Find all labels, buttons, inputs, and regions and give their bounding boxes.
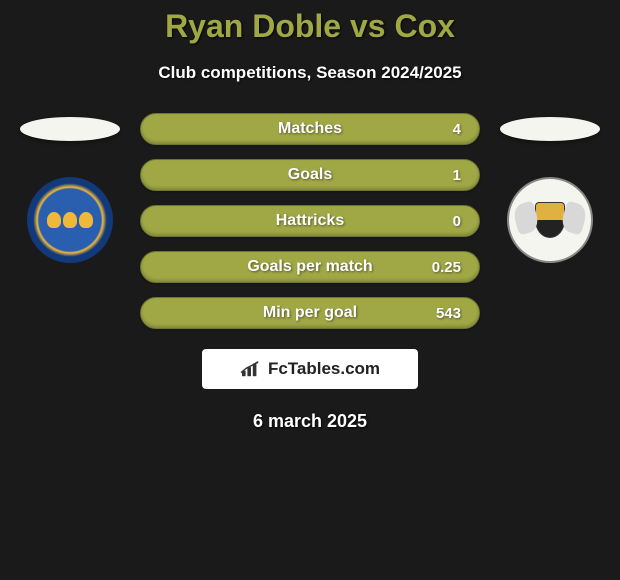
page-title: Ryan Doble vs Cox: [0, 8, 620, 45]
stat-right-value: 0: [421, 213, 461, 230]
lion-icon: [63, 212, 77, 228]
badge-inner: [43, 193, 97, 247]
stats-column: Matches 4 Goals 1 Hattricks 0 Goals per …: [140, 113, 480, 329]
bar-chart-icon: [240, 360, 262, 378]
left-player-col: [18, 113, 122, 263]
right-player-silhouette: [500, 117, 600, 141]
stat-label: Goals per match: [199, 258, 421, 276]
comparison-card: Ryan Doble vs Cox Club competitions, Sea…: [0, 0, 620, 580]
subtitle: Club competitions, Season 2024/2025: [0, 63, 620, 83]
left-player-silhouette: [20, 117, 120, 141]
stat-label: Min per goal: [199, 304, 421, 322]
stat-row-min-per-goal: Min per goal 543: [140, 297, 480, 329]
stat-label: Matches: [199, 120, 421, 138]
stat-row-matches: Matches 4: [140, 113, 480, 145]
lion-icon: [79, 212, 93, 228]
brand-label: FcTables.com: [268, 359, 380, 379]
stat-row-goals-per-match: Goals per match 0.25: [140, 251, 480, 283]
shield-icon: [535, 202, 565, 238]
right-player-col: [498, 113, 602, 263]
stat-right-value: 0.25: [421, 259, 461, 276]
stat-right-value: 1: [421, 167, 461, 184]
stat-row-goals: Goals 1: [140, 159, 480, 191]
main-row: Matches 4 Goals 1 Hattricks 0 Goals per …: [0, 113, 620, 329]
lion-icon: [47, 212, 61, 228]
stat-row-hattricks: Hattricks 0: [140, 205, 480, 237]
stat-label: Hattricks: [199, 212, 421, 230]
left-club-badge-icon: [27, 177, 113, 263]
date-label: 6 march 2025: [0, 411, 620, 432]
brand-attribution[interactable]: FcTables.com: [202, 349, 418, 389]
stat-right-value: 543: [421, 305, 461, 322]
stat-right-value: 4: [421, 121, 461, 138]
right-club-badge-icon: [507, 177, 593, 263]
stat-label: Goals: [199, 166, 421, 184]
